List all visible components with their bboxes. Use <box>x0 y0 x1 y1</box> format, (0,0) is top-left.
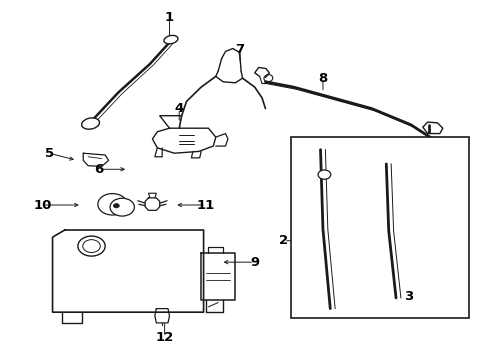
Circle shape <box>318 170 331 179</box>
Text: 2: 2 <box>279 234 289 247</box>
Text: 4: 4 <box>174 102 184 115</box>
Circle shape <box>83 240 100 252</box>
Text: 12: 12 <box>155 331 174 344</box>
Circle shape <box>110 198 134 216</box>
Text: 1: 1 <box>165 11 174 24</box>
Text: 10: 10 <box>34 198 52 212</box>
Text: 9: 9 <box>250 256 259 269</box>
Text: 5: 5 <box>45 147 54 160</box>
Text: 8: 8 <box>318 72 328 85</box>
Text: 3: 3 <box>404 289 413 303</box>
Circle shape <box>114 203 119 208</box>
Text: 7: 7 <box>236 43 245 56</box>
Text: 11: 11 <box>197 198 215 212</box>
Bar <box>291 137 469 318</box>
Ellipse shape <box>82 118 99 129</box>
Circle shape <box>78 236 105 256</box>
Text: 6: 6 <box>94 163 103 176</box>
Circle shape <box>98 194 127 215</box>
Ellipse shape <box>164 35 178 44</box>
